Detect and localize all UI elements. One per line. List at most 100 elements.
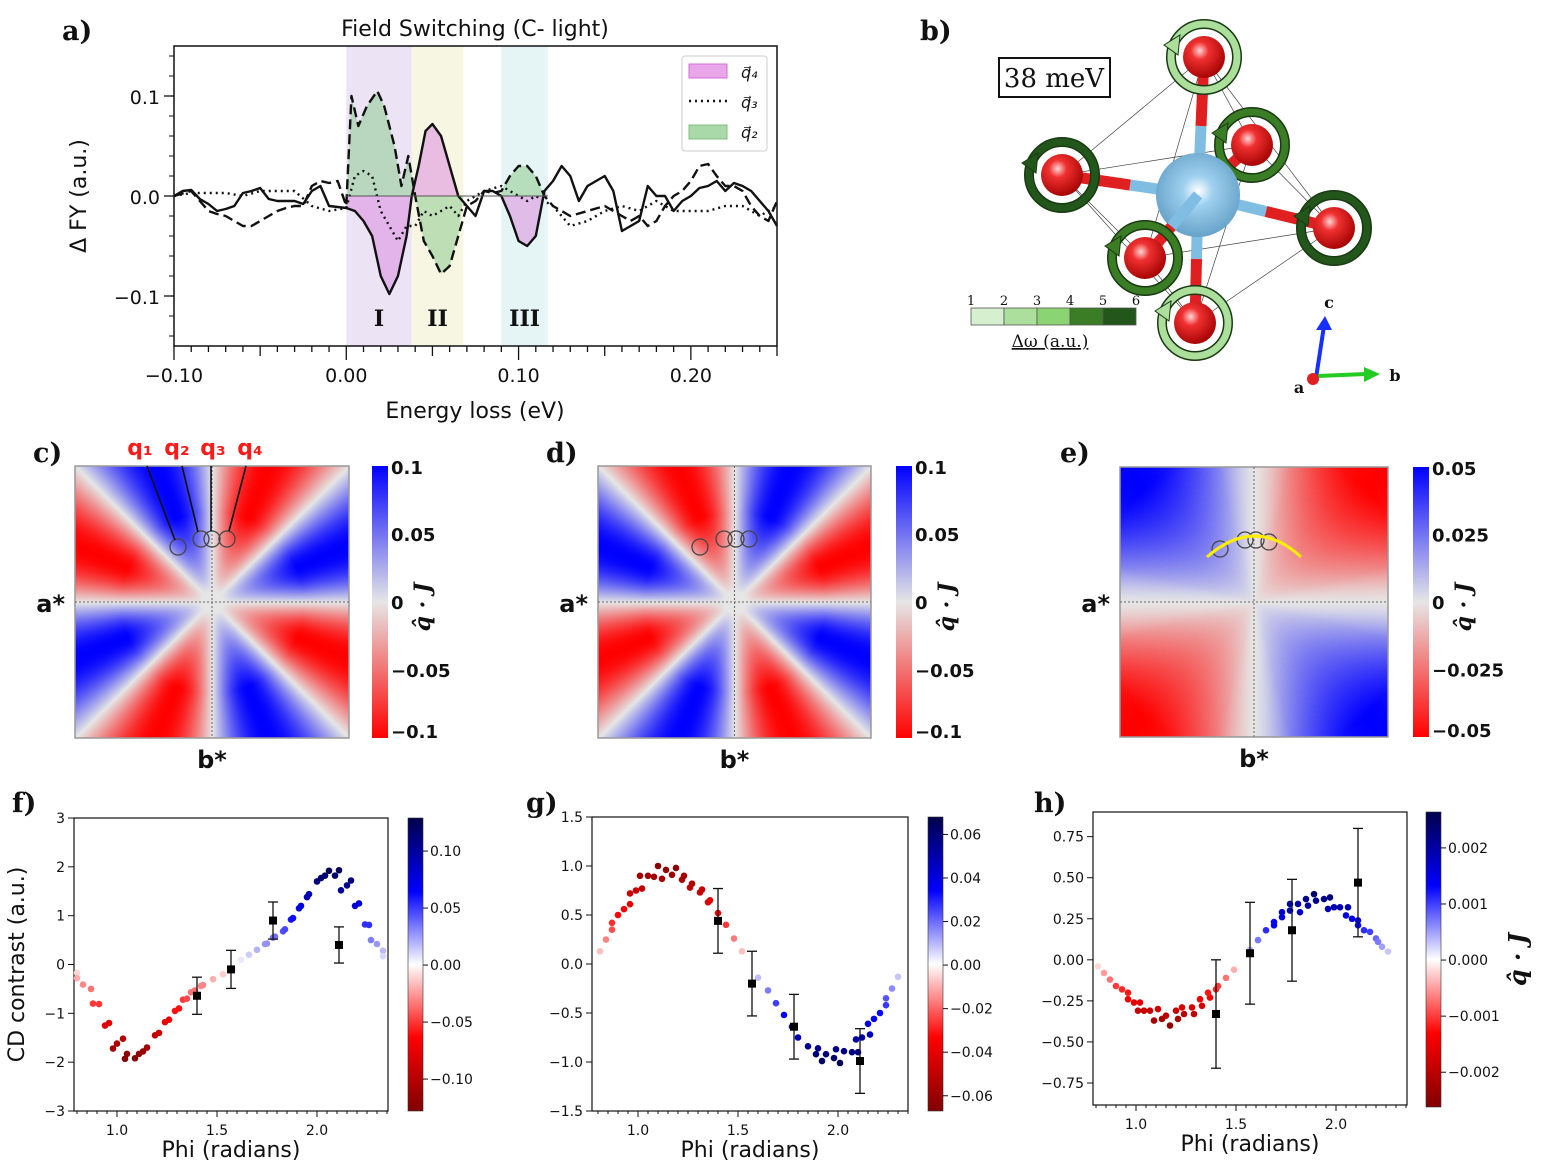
- data-point: [89, 1000, 97, 1007]
- data-point: [1112, 982, 1120, 990]
- data-point: [654, 862, 662, 870]
- measured-point: [1288, 926, 1296, 935]
- data-point: [373, 940, 381, 948]
- series-fill: [501, 166, 548, 196]
- data-point: [1278, 908, 1286, 916]
- colorbar-tick-label: 0.05: [391, 525, 435, 546]
- panel-label-b: b): [920, 16, 952, 47]
- data-point: [1124, 995, 1132, 1003]
- y-axis-label: Δ FY (a.u.): [67, 139, 92, 253]
- colorbar: [1425, 811, 1442, 1108]
- colorbar: [1413, 467, 1429, 737]
- data-point: [237, 956, 245, 963]
- legend-label-q4: q⃗₄: [741, 63, 758, 82]
- data-point: [1294, 900, 1302, 908]
- colorbar-tick-label: −0.10: [430, 1072, 473, 1088]
- data-point: [1172, 1007, 1180, 1015]
- colorbar-label: Δω (a.u.): [1012, 332, 1089, 352]
- data-point: [754, 974, 762, 982]
- panel-label-c: c): [33, 438, 62, 469]
- colorbar-tick-label: 0.04: [950, 871, 981, 887]
- x-axis-label: b*: [197, 746, 227, 774]
- panel-label-h: h): [1034, 788, 1066, 819]
- rotation-ring-icon: [1025, 138, 1099, 212]
- data-point: [1146, 1007, 1154, 1015]
- q-vector-marker: [1247, 531, 1265, 549]
- data-point: [1130, 999, 1138, 1006]
- y-tick-label: −3: [44, 1104, 65, 1120]
- data-point: [1136, 999, 1144, 1006]
- measured-point: [193, 991, 201, 1000]
- y-tick-label: 0: [56, 958, 65, 974]
- measured-point: [227, 965, 235, 974]
- q-leader-line: [146, 465, 176, 541]
- y-tick-label: −2: [44, 1055, 65, 1071]
- panel-label-e: e): [1060, 438, 1090, 469]
- colorbar-tick-label: 0.05: [1432, 459, 1476, 480]
- data-point: [1366, 928, 1374, 936]
- data-point: [706, 897, 714, 904]
- data-point: [155, 1029, 163, 1037]
- legend-label-q3: q⃗₃: [741, 93, 758, 112]
- data-point: [1174, 1015, 1182, 1023]
- data-point: [73, 974, 81, 982]
- data-point: [281, 926, 289, 933]
- data-point: [95, 1000, 103, 1008]
- panel-label-f: f): [12, 788, 36, 819]
- data-point: [772, 999, 780, 1007]
- data-point: [1384, 948, 1392, 955]
- data-point: [1178, 1004, 1186, 1011]
- chart-title: Field Switching (C- light): [341, 17, 609, 42]
- c-axis-arrowhead: [1316, 316, 1332, 330]
- colorbar-tick-label: 0.1: [915, 458, 947, 479]
- q-leader-line: [228, 465, 247, 532]
- data-point: [335, 866, 343, 874]
- rotation-arrow-icon: [1154, 300, 1172, 322]
- region-label: II: [427, 306, 448, 332]
- y-tick-label: 0.0: [130, 187, 160, 209]
- delta-omega-colorbar-cell: [970, 307, 1005, 326]
- data-point: [355, 900, 363, 907]
- delta-omega-colorbar-cell: [1102, 307, 1137, 326]
- rotation-arrow-icon: [1021, 152, 1039, 174]
- data-point: [1278, 913, 1286, 921]
- rotation-arrow-icon: [1163, 34, 1181, 56]
- y-tick-label: 0.25: [1053, 912, 1084, 928]
- measured-point: [748, 979, 756, 988]
- data-point: [832, 1045, 840, 1053]
- colorbar-tick-label: 5: [1099, 294, 1107, 309]
- data-point: [882, 1001, 890, 1009]
- data-point: [199, 981, 207, 989]
- data-point: [814, 1044, 822, 1052]
- colorbar-tick-label: −0.002: [1448, 1065, 1500, 1081]
- data-point: [1302, 895, 1310, 903]
- data-point: [1140, 1007, 1148, 1015]
- axis-label-c: c: [1324, 293, 1334, 312]
- q-vector-marker: [740, 530, 758, 548]
- data-point: [626, 890, 634, 897]
- q-label: q₂: [164, 436, 189, 461]
- colorbar-tick-label: −0.04: [950, 1045, 993, 1061]
- data-point: [644, 872, 652, 880]
- colorbar-tick-label: 0: [1432, 593, 1445, 614]
- x-tick-label: 0.10: [497, 365, 539, 387]
- data-point: [289, 914, 297, 922]
- data-point: [219, 970, 227, 978]
- data-point: [1204, 989, 1212, 996]
- data-point: [253, 946, 261, 954]
- series-line: [173, 89, 779, 276]
- q-label: q₄: [237, 436, 262, 461]
- data-point: [882, 995, 890, 1002]
- colorbar-tick-label: 0.000: [1448, 953, 1488, 969]
- data-point: [1254, 936, 1262, 944]
- colorbar-tick-label: 0.02: [950, 915, 981, 931]
- data-point: [245, 951, 253, 959]
- data-point: [1106, 976, 1114, 983]
- colorbar-tick-label: 0.00: [430, 958, 461, 974]
- oxygen-atom: [1041, 154, 1083, 196]
- data-point: [347, 877, 355, 884]
- y-tick-label: 0.00: [1053, 953, 1084, 969]
- measured-point: [269, 916, 277, 925]
- c-axis-arrow: [1314, 325, 1326, 379]
